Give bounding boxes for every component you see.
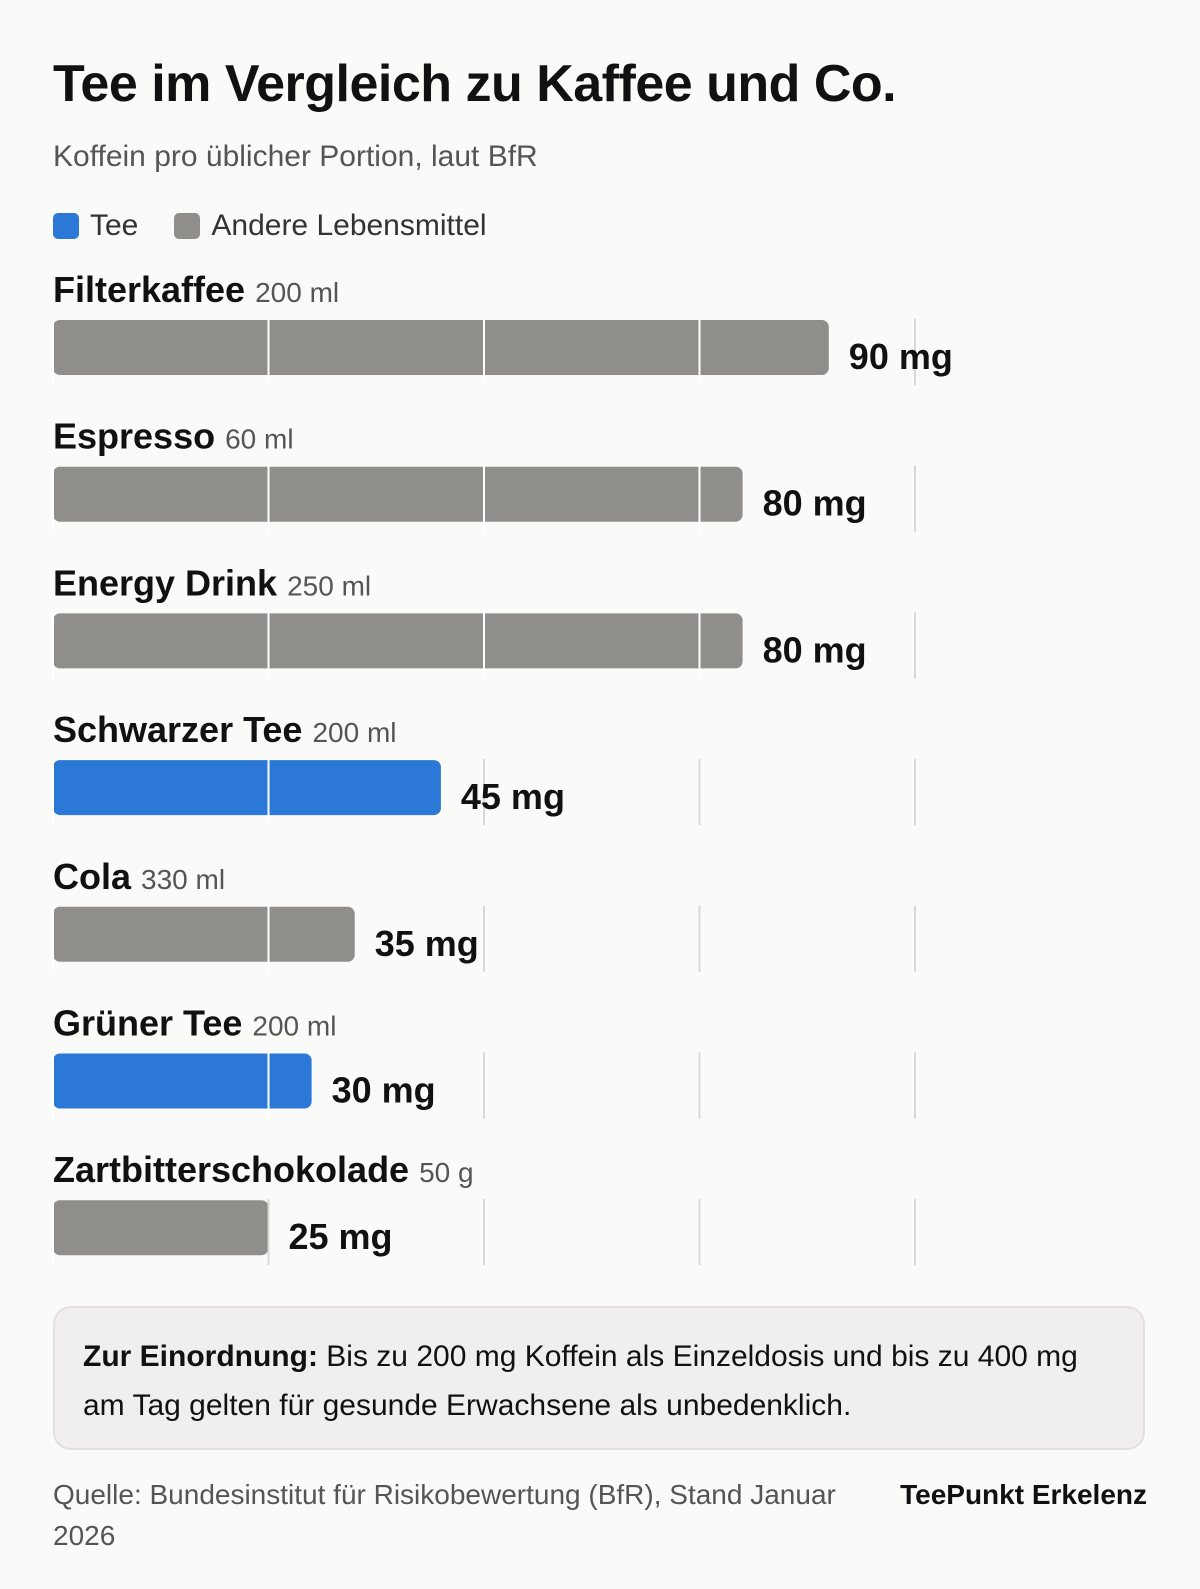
chart-title: Tee im Vergleich zu Kaffee und Co. xyxy=(53,55,897,113)
portion-label: 200 ml xyxy=(312,717,396,748)
row-label: Energy Drink 250 ml xyxy=(53,562,371,603)
portion-label: 60 ml xyxy=(225,424,293,455)
legend-label-andere: Andere Lebensmittel xyxy=(211,209,487,242)
bar-chart: Filterkaffee 200 ml 90 mg Espresso 60 ml 80 m… xyxy=(52,269,953,1266)
row-label: Schwarzer Tee 200 ml xyxy=(53,709,397,750)
row-label: Espresso 60 ml xyxy=(53,416,294,457)
row-label: Cola 330 ml xyxy=(53,856,225,897)
value-label: 35 mg xyxy=(375,923,479,964)
value-label: 25 mg xyxy=(289,1216,393,1257)
note-label: Zur Einordnung: xyxy=(83,1340,318,1373)
legend-label-tee: Tee xyxy=(90,209,139,242)
source-text: Quelle: Bundesinstitut für Risikobewertu… xyxy=(53,1479,836,1551)
legend-item-tee: Tee xyxy=(53,209,138,243)
value-label: 30 mg xyxy=(332,1070,436,1111)
portion-label: 200 ml xyxy=(252,1011,336,1042)
value-label: 45 mg xyxy=(461,776,565,817)
bar xyxy=(53,1200,269,1256)
bar xyxy=(53,320,829,375)
value-label: 80 mg xyxy=(763,483,867,524)
portion-label: 330 ml xyxy=(141,864,225,895)
category-label: Zartbitterschokolade xyxy=(53,1149,409,1190)
category-label: Filterkaffee xyxy=(53,269,245,310)
category-label: Energy Drink xyxy=(53,562,278,603)
portion-label: 50 g xyxy=(419,1157,474,1188)
category-label: Espresso xyxy=(53,416,215,457)
bar xyxy=(53,906,355,962)
legend-swatch-andere xyxy=(174,213,201,239)
legend-swatch-tee xyxy=(53,213,79,239)
context-note: Zur Einordnung: Bis zu 200 mg Koffein al… xyxy=(53,1306,1145,1450)
chart-subtitle: Koffein pro üblicher Portion, laut BfR xyxy=(53,140,538,173)
category-label: Schwarzer Tee xyxy=(53,709,302,750)
bar xyxy=(53,613,743,669)
category-label: Cola xyxy=(53,856,132,897)
value-label: 80 mg xyxy=(763,629,867,670)
value-label: 90 mg xyxy=(849,336,953,377)
legend: Tee Andere Lebensmittel xyxy=(53,208,523,244)
row-label: Grüner Tee 200 ml xyxy=(53,1003,336,1044)
bar xyxy=(53,466,743,522)
portion-label: 200 ml xyxy=(255,277,339,308)
bar xyxy=(53,1053,312,1109)
row-label: Zartbitterschokolade 50 g xyxy=(53,1149,474,1190)
portion-label: 250 ml xyxy=(287,570,371,601)
note-text: Bis zu 200 mg Koffein als Einzeldosis un… xyxy=(83,1340,1078,1422)
category-label: Grüner Tee xyxy=(53,1003,242,1044)
row-label: Filterkaffee 200 ml xyxy=(53,269,339,310)
brand-text: TeePunkt Erkelenz xyxy=(900,1479,1147,1510)
bar xyxy=(53,760,441,816)
legend-item-andere: Andere Lebensmittel xyxy=(174,209,487,243)
